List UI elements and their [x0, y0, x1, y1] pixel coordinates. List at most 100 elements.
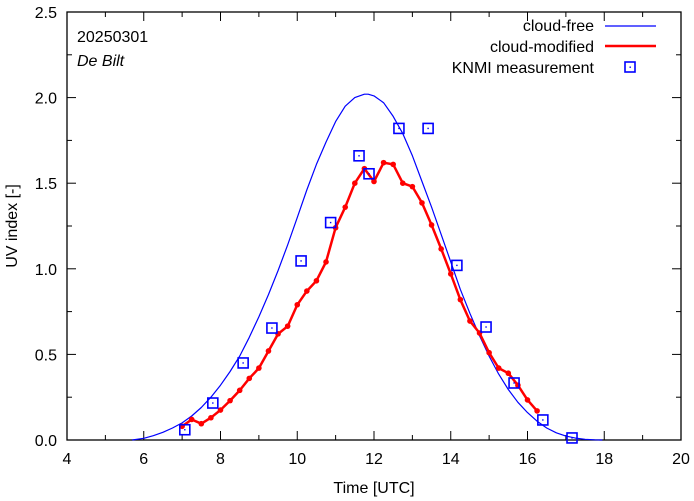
data-point-cloud-modified — [208, 414, 214, 421]
date-annotation: 20250301 — [77, 29, 148, 46]
data-point-cloud-modified — [534, 408, 540, 414]
legend-swatch-knmi-measurement — [624, 61, 636, 73]
data-point-cloud-modified — [428, 222, 435, 228]
series-line-cloud-modified — [181, 161, 539, 428]
data-point-cloud-modified — [284, 323, 291, 329]
legend-label-knmi-measurement: KNMI measurement — [452, 60, 595, 77]
marker-center-dot — [271, 327, 273, 329]
data-point-cloud-modified — [304, 288, 310, 294]
data-point-cloud-modified — [380, 159, 387, 166]
measurement-marker — [393, 122, 405, 135]
marker-square — [393, 122, 405, 135]
data-point-cloud-modified — [447, 271, 454, 277]
measurement-marker — [266, 322, 278, 334]
data-point-cloud-modified — [246, 375, 253, 382]
marker-center-dot — [485, 326, 487, 328]
x-tick-label: 16 — [519, 451, 537, 468]
marker-center-dot — [456, 264, 458, 267]
x-tick-label: 8 — [216, 451, 225, 468]
marker-square — [324, 216, 337, 229]
marker-square — [480, 321, 492, 333]
measurement-marker — [353, 150, 365, 162]
y-tick-label: 1.5 — [35, 176, 57, 193]
data-point-cloud-modified — [390, 161, 396, 168]
data-point-cloud-modified — [399, 180, 406, 186]
measurement-marker — [422, 122, 434, 135]
marker-square — [353, 150, 365, 162]
measurement-marker — [451, 259, 463, 272]
data-point-cloud-modified — [352, 180, 358, 186]
legend-swatch-knmi-dot — [629, 66, 631, 68]
data-point-cloud-modified — [217, 407, 224, 413]
data-point-cloud-modified — [524, 397, 531, 403]
series-knmi-measurement — [179, 122, 578, 444]
measurement-marker — [237, 357, 249, 369]
data-point-cloud-modified — [486, 349, 492, 356]
location-annotation: De Bilt — [77, 53, 125, 70]
marker-center-dot — [398, 127, 400, 130]
marker-center-dot — [184, 429, 186, 431]
data-point-cloud-modified — [265, 348, 272, 354]
marker-square — [508, 377, 520, 389]
marker-square — [237, 357, 249, 369]
y-tick-label: 0.0 — [35, 433, 57, 450]
data-point-cloud-modified — [256, 365, 262, 371]
x-tick-label: 18 — [595, 451, 613, 468]
series-cloud-modified — [179, 159, 540, 430]
data-point-cloud-modified — [236, 387, 243, 394]
series-line-cloud-free — [132, 93, 603, 441]
marker-center-dot — [212, 402, 214, 404]
data-point-cloud-modified — [495, 365, 502, 371]
y-axis-label: UV index [-] — [4, 184, 21, 268]
y-tick-label: 1.0 — [35, 262, 57, 279]
marker-square — [363, 167, 375, 180]
measurement-marker — [566, 432, 578, 444]
legend: cloud-free cloud-modified KNMI measureme… — [452, 18, 656, 77]
marker-square — [537, 414, 549, 426]
marker-square — [295, 255, 307, 267]
data-point-cloud-modified — [505, 370, 512, 377]
axis-ticks: 4 6 8 10 12 14 16 18 20 0.0 0.5 1.0 1.5 2.0 2.5 — [35, 5, 690, 468]
marker-center-dot — [368, 173, 370, 175]
data-point-cloud-modified — [409, 183, 416, 190]
marker-center-dot — [329, 221, 332, 224]
data-point-cloud-modified — [467, 318, 473, 324]
marker-square — [266, 322, 278, 334]
legend-label-cloud-modified: cloud-modified — [490, 39, 594, 56]
x-tick-label: 12 — [365, 451, 383, 468]
measurement-marker — [207, 397, 219, 409]
measurement-marker — [324, 216, 337, 229]
y-tick-label: 0.5 — [35, 347, 57, 364]
x-tick-label: 4 — [63, 451, 72, 468]
data-point-cloud-modified — [313, 277, 320, 284]
data-point-cloud-modified — [323, 259, 329, 265]
measurement-marker — [295, 255, 307, 267]
data-point-cloud-modified — [188, 416, 195, 423]
data-point-cloud-modified — [294, 301, 301, 308]
marker-square — [451, 259, 463, 272]
marker-center-dot — [427, 127, 429, 130]
marker-center-dot — [513, 382, 515, 384]
measurement-marker — [537, 414, 549, 426]
marker-center-dot — [542, 419, 544, 421]
data-point-cloud-modified — [198, 420, 205, 427]
marker-center-dot — [242, 362, 244, 364]
x-tick-label: 6 — [139, 451, 148, 468]
marker-center-dot — [571, 437, 573, 439]
measurement-marker — [480, 321, 492, 333]
series-cloud-free — [132, 93, 603, 441]
data-point-cloud-modified — [275, 331, 281, 337]
data-point-cloud-modified — [227, 397, 233, 404]
series-layer — [132, 93, 603, 444]
data-point-cloud-modified — [342, 204, 349, 210]
y-tick-label: 2.0 — [35, 91, 57, 108]
y-tick-label: 2.5 — [35, 5, 57, 22]
x-tick-label: 14 — [442, 451, 460, 468]
marker-square — [179, 423, 191, 436]
measurement-marker — [363, 167, 375, 180]
data-point-cloud-modified — [419, 200, 425, 206]
x-tick-label: 10 — [288, 451, 306, 468]
marker-square — [207, 397, 219, 409]
legend-label-cloud-free: cloud-free — [523, 18, 594, 35]
